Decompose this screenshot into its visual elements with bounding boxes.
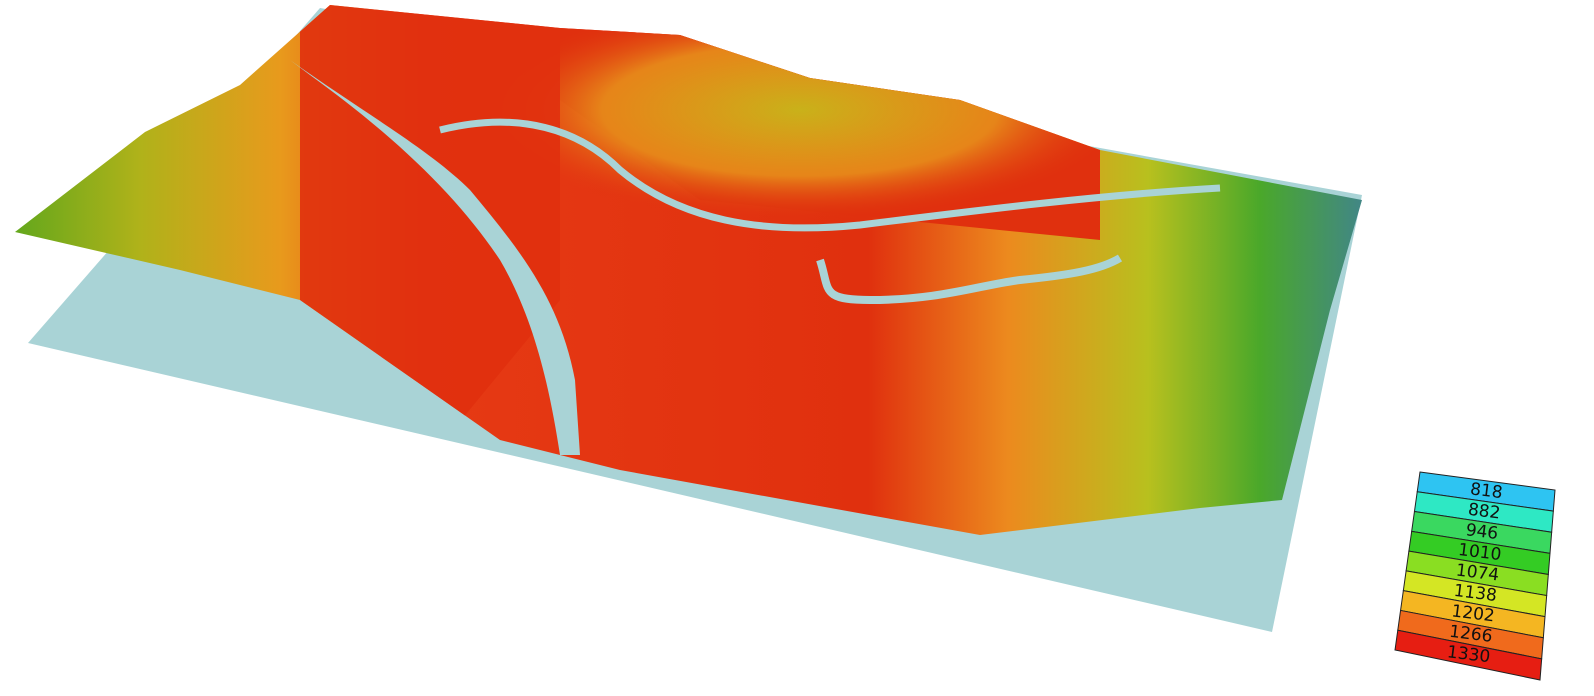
legend-swatch: [1394, 629, 1543, 681]
legend-label: 818: [1469, 479, 1504, 503]
legend-label: 946: [1465, 520, 1500, 544]
legend-label: 882: [1467, 500, 1502, 524]
legend-label: 1330: [1446, 642, 1491, 667]
